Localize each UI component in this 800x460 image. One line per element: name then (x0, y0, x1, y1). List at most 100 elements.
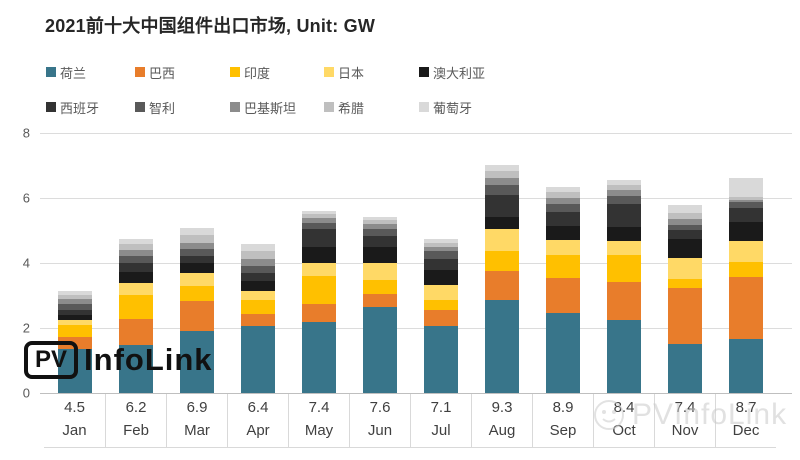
bar-segment-日本-Jan (57, 319, 92, 326)
bar-segment-日本-Apr (240, 290, 275, 301)
table-month-label: Jan (62, 422, 87, 439)
bar-segment-葡萄牙-May (301, 211, 336, 215)
gridline-y-4 (40, 263, 792, 264)
y-tick-label: 8 (22, 125, 30, 141)
table-total-value: 7.4 (308, 399, 330, 416)
legend-swatch-icon (230, 102, 240, 112)
table-cell-Nov: 7.4 Nov (654, 394, 715, 447)
bar-segment-希腊-Dec (728, 196, 763, 200)
bar-segment-智利-Sep (545, 204, 580, 212)
table-month-label: Jul (431, 422, 451, 439)
table-cell-Apr: 6.4 Apr (227, 394, 288, 447)
bar-Oct (606, 180, 641, 393)
bar-Aug (484, 165, 519, 393)
bar-segment-澳大利亚-Jul (423, 270, 458, 286)
legend-label: 澳大利亚 (433, 65, 486, 81)
legend-item-日本: 日本 (324, 64, 364, 81)
bar-Feb (118, 238, 153, 393)
bar-segment-荷兰-Mar (179, 331, 214, 393)
legend-label: 巴西 (149, 65, 176, 81)
bar-segment-巴基斯坦-Dec (728, 199, 763, 203)
bar-segment-澳大利亚-Sep (545, 225, 580, 240)
bar-segment-西班牙-Oct (606, 203, 641, 227)
bar-segment-希腊-Oct (606, 185, 641, 191)
bar-segment-荷兰-Nov (667, 343, 702, 393)
bar-segment-葡萄牙-Jan (57, 291, 92, 296)
bar-segment-印度-Nov (667, 278, 702, 289)
bar-segment-巴基斯坦-Mar (179, 242, 214, 250)
bar-segment-日本-Feb (118, 282, 153, 296)
bar-Mar (179, 227, 214, 393)
legend-label: 西班牙 (60, 100, 100, 116)
bar-segment-荷兰-Apr (240, 326, 275, 393)
bar-Sep (545, 186, 580, 393)
table-cell-Mar: 6.9 Mar (166, 394, 227, 447)
bar-segment-西班牙-Jun (362, 235, 397, 248)
bar-segment-荷兰-Jun (362, 306, 397, 393)
bar-segment-澳大利亚-Oct (606, 226, 641, 241)
bar-segment-日本-May (301, 263, 336, 277)
table-total-value: 7.4 (674, 399, 696, 416)
bar-segment-日本-Nov (667, 258, 702, 279)
bar-segment-希腊-Mar (179, 235, 214, 243)
bar-segment-葡萄牙-Jun (362, 216, 397, 221)
table-month-label: Mar (184, 422, 210, 439)
table-cell-Jun: 7.6 Jun (349, 394, 410, 447)
bar-segment-印度-Oct (606, 255, 641, 282)
legend-item-希腊: 希腊 (324, 99, 364, 116)
bar-segment-西班牙-Sep (545, 211, 580, 226)
bar-segment-智利-Nov (667, 224, 702, 231)
bar-segment-巴西-Dec (728, 276, 763, 339)
table-total-value: 6.2 (125, 399, 147, 416)
bar-segment-日本-Oct (606, 240, 641, 256)
bar-segment-印度-Jun (362, 280, 397, 294)
bar-segment-西班牙-Apr (240, 273, 275, 282)
bar-segment-巴基斯坦-Feb (118, 250, 153, 256)
bar-segment-印度-Sep (545, 255, 580, 278)
bar-segment-日本-Aug (484, 229, 519, 252)
bar-segment-澳大利亚-Jan (57, 315, 92, 320)
bar-segment-葡萄牙-Mar (179, 227, 214, 236)
bar-Apr (240, 244, 275, 393)
table-month-label: Aug (488, 422, 516, 439)
bar-segment-希腊-Jan (57, 295, 92, 300)
bar-segment-日本-Jun (362, 263, 397, 281)
bar-segment-巴西-Apr (240, 313, 275, 327)
legend-label: 智利 (149, 100, 176, 116)
data-table: 4.5 Jan 6.2 Feb 6.9 Mar 6.4 Apr 7.4 May 7.6 Jun 7.1 J… (44, 393, 776, 448)
bar-segment-巴基斯坦-Nov (667, 218, 702, 225)
bar-segment-葡萄牙-Aug (484, 165, 519, 172)
bar-segment-葡萄牙-Dec (728, 178, 763, 197)
table-cell-Jan: 4.5 Jan (44, 394, 105, 447)
pv-logo-text: InfoLink (84, 342, 213, 377)
legend-swatch-icon (419, 102, 429, 112)
chart-title: 2021前十大中国组件出口市场, Unit: GW (45, 16, 376, 36)
bar-segment-希腊-Nov (667, 213, 702, 219)
bar-segment-希腊-Sep (545, 192, 580, 198)
legend-item-巴西: 巴西 (135, 64, 176, 81)
bar-segment-日本-Dec (728, 241, 763, 262)
table-month-label: May (304, 422, 334, 439)
table-month-label: Jun (367, 422, 393, 439)
bar-segment-智利-Apr (240, 266, 275, 274)
bar-segment-澳大利亚-Feb (118, 272, 153, 283)
watermark-text: PVInfoLink (632, 398, 788, 431)
bar-segment-日本-Jul (423, 285, 458, 301)
bar-segment-巴基斯坦-Jul (423, 246, 458, 252)
y-tick-label: 0 (22, 385, 30, 401)
legend-label: 葡萄牙 (433, 100, 473, 116)
bar-segment-智利-Feb (118, 255, 153, 263)
legend-label: 印度 (244, 65, 271, 81)
bar-Jul (423, 239, 458, 393)
table-month-label: Apr (246, 422, 270, 439)
bar-segment-巴基斯坦-Jun (362, 224, 397, 230)
bar-segment-荷兰-Jul (423, 325, 458, 393)
bar-Dec (728, 178, 763, 393)
bar-segment-印度-Dec (728, 261, 763, 277)
y-tick-label: 2 (22, 320, 30, 336)
bar-segment-印度-Jul (423, 300, 458, 311)
bar-segment-荷兰-Sep (545, 313, 580, 393)
bar-segment-希腊-Aug (484, 171, 519, 178)
table-month-label: Dec (732, 422, 760, 439)
